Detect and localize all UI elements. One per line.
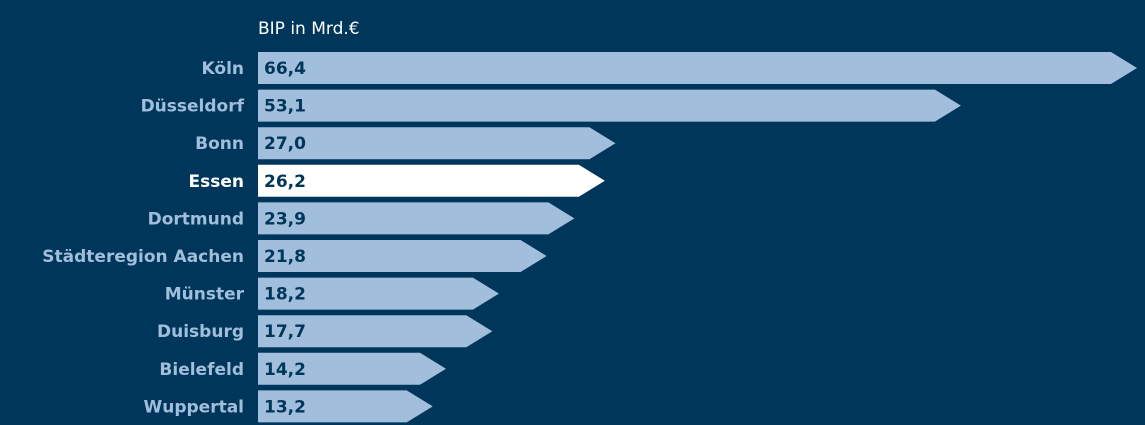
- bar-6: [258, 277, 499, 310]
- category-label-2: Bonn: [195, 134, 244, 154]
- bar-7: [258, 315, 493, 348]
- value-label-4: 23,9: [264, 209, 306, 229]
- value-label-0: 66,4: [264, 59, 306, 79]
- bar-1: [258, 89, 961, 122]
- bar-4: [258, 202, 575, 235]
- category-label-7: Duisburg: [157, 322, 244, 342]
- value-label-8: 14,2: [264, 360, 306, 380]
- value-label-6: 18,2: [264, 285, 306, 305]
- category-label-5: Städteregion Aachen: [42, 247, 244, 267]
- category-label-0: Köln: [202, 59, 244, 79]
- category-label-9: Wuppertal: [143, 397, 244, 417]
- value-label-1: 53,1: [264, 97, 306, 117]
- category-label-3: Essen: [189, 172, 244, 192]
- category-label-6: Münster: [165, 285, 245, 305]
- value-label-3: 26,2: [264, 172, 306, 192]
- bar-5: [258, 240, 547, 272]
- chart-title: BIP in Mrd.€: [258, 19, 360, 39]
- value-label-9: 13,2: [264, 397, 306, 417]
- category-label-1: Düsseldorf: [141, 97, 245, 117]
- category-label-8: Bielefeld: [159, 360, 244, 380]
- value-label-5: 21,8: [264, 247, 306, 267]
- bar-3: [258, 164, 605, 197]
- bars-layer: Köln 66,4 Düsseldorf 53,1 Bonn 27,0 Essen 26,2 D…: [42, 52, 1137, 423]
- bar-2: [258, 127, 616, 160]
- value-label-7: 17,7: [264, 322, 306, 342]
- bar-8: [258, 352, 446, 385]
- bar-0: [258, 52, 1137, 84]
- category-label-4: Dortmund: [148, 209, 244, 229]
- value-label-2: 27,0: [264, 134, 306, 154]
- bar-9: [258, 390, 433, 423]
